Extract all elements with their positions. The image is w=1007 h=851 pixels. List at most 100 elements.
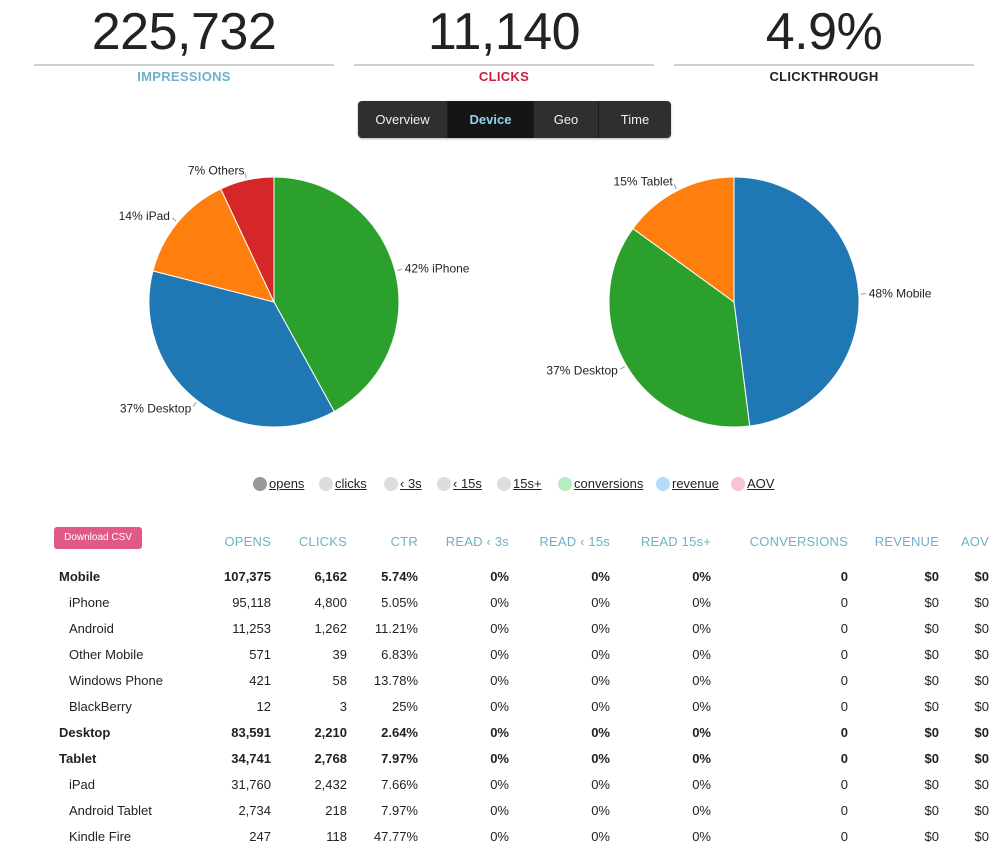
table-row-label: Kindle Fire xyxy=(69,829,132,844)
table-cell: 0% xyxy=(692,569,711,584)
pie-slice-0-0[interactable] xyxy=(273,176,400,413)
table-cell: 0% xyxy=(490,595,509,610)
table-cell: $0 xyxy=(924,621,939,636)
column-header-6[interactable]: CONVERSIONS xyxy=(749,534,848,549)
table-row-label: Other Mobile xyxy=(69,647,144,662)
table-cell: 0% xyxy=(591,751,610,766)
pie-label-tick-0-3 xyxy=(244,173,247,179)
legend-dot-icon xyxy=(253,476,267,491)
table-cell: 0% xyxy=(591,569,610,584)
legend-label: ‹ 3s xyxy=(400,476,422,491)
impressions-stat: 225,732 IMPRESSIONS xyxy=(34,0,334,84)
legend-item-4[interactable]: 15s+ xyxy=(497,476,542,491)
tab-geo[interactable]: Geo xyxy=(534,101,599,138)
tab-time[interactable]: Time xyxy=(620,112,650,127)
legend-item-3[interactable]: ‹ 15s xyxy=(437,476,482,491)
table-cell: $0 xyxy=(974,699,989,714)
table-cell: 2,432 xyxy=(314,777,347,792)
legend-item-0[interactable]: opens xyxy=(253,476,304,491)
pie-slice-1-0[interactable] xyxy=(733,176,860,427)
table-cell: 0% xyxy=(591,621,610,636)
table-cell: 0 xyxy=(840,569,848,584)
column-header-8[interactable]: AOV xyxy=(960,534,989,549)
table-cell: 0% xyxy=(591,829,610,844)
column-header-3[interactable]: READ ‹ 3s xyxy=(445,534,509,549)
legend-item-2[interactable]: ‹ 3s xyxy=(384,476,422,491)
table-cell: 0% xyxy=(490,725,509,740)
legend-dot-icon xyxy=(656,476,670,491)
table-cell: $0 xyxy=(974,647,989,662)
table-cell: 0% xyxy=(591,777,610,792)
column-header-5[interactable]: READ 15s+ xyxy=(640,534,711,549)
table-cell: 2,210 xyxy=(314,725,347,740)
column-header-2[interactable]: CTR xyxy=(390,534,418,549)
pie-slice-0-1[interactable] xyxy=(148,270,335,428)
pie-label-0-3: 7% Others xyxy=(188,163,245,177)
legend-label: clicks xyxy=(335,476,367,491)
legend-item-1[interactable]: clicks xyxy=(319,476,367,491)
table-cell: 6.83% xyxy=(381,647,418,662)
legend-label: ‹ 15s xyxy=(453,476,482,491)
pie-slice-1-2[interactable] xyxy=(632,176,735,303)
table-cell: 0% xyxy=(692,673,711,688)
table-cell: 25% xyxy=(391,699,418,714)
column-header-7[interactable]: REVENUE xyxy=(874,534,939,549)
legend-label: 15s+ xyxy=(513,476,542,491)
table-cell: 0% xyxy=(490,673,509,688)
table-cell: 47.77% xyxy=(373,829,418,844)
legend-label: opens xyxy=(269,476,305,491)
table-row-label: iPhone xyxy=(69,595,110,610)
column-header-0[interactable]: OPENS xyxy=(224,534,271,549)
table-cell: 6,162 xyxy=(314,569,347,584)
legend-dot-icon xyxy=(384,476,398,491)
table-cell: $0 xyxy=(924,647,939,662)
column-header-1[interactable]: CLICKS xyxy=(298,534,347,549)
table-row-label: Android xyxy=(69,621,114,636)
table-cell: 0% xyxy=(692,777,711,792)
table-cell: 0% xyxy=(591,673,610,688)
table-cell: 5.05% xyxy=(381,595,418,610)
table-cell: 107,375 xyxy=(224,569,271,584)
table-cell: 2,768 xyxy=(314,751,347,766)
impressions-label: IMPRESSIONS xyxy=(137,69,231,84)
clickthrough-value: 4.9% xyxy=(765,3,883,61)
legend-item-7[interactable]: AOV xyxy=(731,476,774,491)
table-cell: 0 xyxy=(840,699,848,714)
table-cell: $0 xyxy=(974,725,989,740)
table-cell: 0 xyxy=(840,725,848,740)
table-cell: 0 xyxy=(840,803,848,818)
pie-label-tick-1-1 xyxy=(620,366,625,370)
tab-overview[interactable]: Overview xyxy=(358,101,448,138)
table-cell: 7.66% xyxy=(381,777,418,792)
clickthrough-stat: 4.9% CLICKTHROUGH xyxy=(674,0,974,84)
table-cell: $0 xyxy=(974,621,989,636)
table-cell: 7.97% xyxy=(381,751,418,766)
download-csv-button[interactable]: Download CSV xyxy=(54,527,142,549)
table-row-label: Desktop xyxy=(59,725,111,740)
table-cell: $0 xyxy=(974,777,989,792)
table-cell: 0% xyxy=(591,725,610,740)
table-cell: $0 xyxy=(924,803,939,818)
clicks-label: CLICKS xyxy=(478,69,530,84)
table-cell: 0% xyxy=(490,803,509,818)
pie-slice-0-3[interactable] xyxy=(220,176,275,303)
table-cell: $0 xyxy=(974,673,989,688)
table-cell: 0% xyxy=(591,647,610,662)
table-cell: $0 xyxy=(974,829,989,844)
table-cell: 0% xyxy=(692,803,711,818)
impressions-value: 225,732 xyxy=(91,3,277,61)
table-cell: 0 xyxy=(840,673,848,688)
table-cell: $0 xyxy=(974,569,989,584)
table-cell: 247 xyxy=(249,829,271,844)
tab-device[interactable]: Device xyxy=(448,101,534,138)
pie-label-tick-0-1 xyxy=(192,402,197,407)
pie-label-0-1: 37% Desktop xyxy=(120,402,192,416)
table-cell: $0 xyxy=(924,699,939,714)
pie-slice-1-1[interactable] xyxy=(608,227,751,428)
table-cell: 0% xyxy=(591,595,610,610)
metric-legend: opens clicks ‹ 3s ‹ 15s 15s+ conversions reven… xyxy=(0,476,1007,496)
legend-item-5[interactable]: conversions xyxy=(558,476,643,491)
column-header-4[interactable]: READ ‹ 15s xyxy=(539,534,610,549)
pie-slice-0-2[interactable] xyxy=(152,188,275,303)
legend-item-6[interactable]: revenue xyxy=(656,476,719,491)
